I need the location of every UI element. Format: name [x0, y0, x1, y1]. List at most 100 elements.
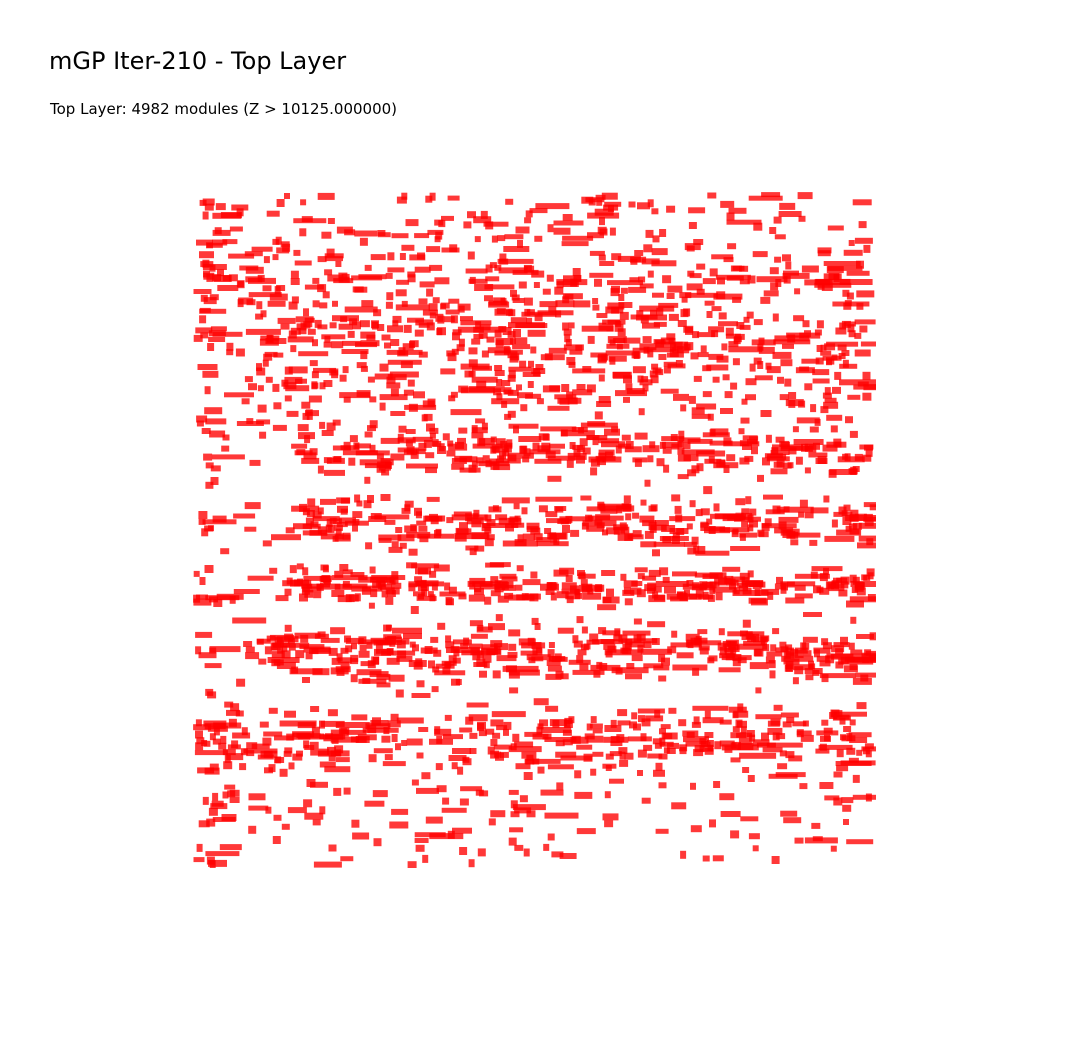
module-rect — [602, 529, 608, 536]
module-rect — [195, 631, 213, 638]
module-rect — [459, 798, 469, 806]
module-rect — [603, 736, 629, 743]
module-rect — [333, 787, 342, 796]
module-rect — [623, 495, 631, 504]
module-rect — [330, 736, 367, 743]
module-rect — [582, 447, 591, 455]
module-rect — [481, 350, 489, 358]
module-rect — [437, 622, 446, 630]
module-rect — [547, 533, 567, 540]
module-rect — [241, 398, 250, 405]
module-rect — [703, 486, 713, 495]
module-rect — [643, 244, 653, 253]
module-rect — [799, 783, 808, 790]
module-rect — [452, 827, 472, 834]
module-rect — [391, 582, 402, 589]
module-rect — [469, 748, 477, 754]
module-rect — [442, 433, 450, 441]
module-rect — [683, 454, 699, 462]
module-rect — [841, 797, 854, 804]
module-rect — [255, 313, 264, 320]
module-rect — [488, 623, 505, 631]
module-rect — [347, 330, 355, 338]
module-rect — [517, 534, 524, 543]
module-rect — [658, 675, 667, 682]
module-rect — [840, 576, 850, 585]
module-rect — [670, 434, 678, 441]
module-rect — [506, 439, 513, 448]
module-rect — [849, 430, 858, 438]
module-rect — [714, 513, 736, 520]
module-rect — [772, 505, 781, 514]
module-rect — [443, 316, 455, 323]
module-rect — [459, 522, 468, 529]
module-rect — [481, 644, 498, 651]
module-rect — [410, 606, 419, 614]
module-rect — [508, 370, 516, 379]
module-rect — [197, 767, 215, 774]
module-rect — [802, 636, 818, 643]
module-rect — [351, 643, 357, 650]
module-rect — [381, 334, 391, 341]
module-rect — [763, 290, 779, 297]
module-rect — [503, 728, 509, 736]
module-rect — [272, 424, 287, 431]
module-rect — [833, 577, 842, 584]
module-rect — [586, 384, 596, 393]
module-rect — [384, 754, 393, 761]
module-rect — [607, 280, 643, 286]
module-rect — [510, 743, 517, 751]
module-rect — [448, 298, 460, 304]
module-rect — [440, 368, 456, 375]
module-rect — [251, 743, 270, 749]
module-rect — [384, 519, 396, 525]
module-rect — [823, 261, 861, 266]
module-rect — [599, 228, 608, 236]
module-rect — [499, 258, 509, 265]
module-rect — [507, 410, 516, 418]
module-rect — [667, 285, 683, 293]
module-rect — [309, 360, 318, 367]
module-rect — [426, 288, 434, 297]
module-rect — [770, 450, 790, 455]
module-rect — [233, 589, 260, 594]
module-rect — [516, 384, 522, 391]
module-rect — [639, 379, 653, 386]
module-rect — [615, 667, 623, 675]
module-rect — [857, 542, 876, 549]
module-rect — [700, 741, 708, 747]
module-rect — [384, 342, 391, 349]
module-rect — [605, 350, 634, 356]
module-rect — [596, 199, 603, 206]
module-rect — [545, 673, 562, 680]
module-rect — [332, 315, 359, 322]
module-rect — [513, 329, 521, 337]
module-rect — [472, 652, 481, 661]
module-rect — [587, 232, 604, 239]
module-rect — [288, 366, 308, 374]
module-rect — [584, 733, 595, 740]
module-rect — [376, 453, 384, 460]
module-rect — [565, 592, 581, 600]
module-rect — [685, 741, 711, 747]
module-rect — [816, 345, 823, 352]
module-rect — [256, 638, 264, 645]
module-rect — [734, 516, 761, 522]
module-rect — [465, 545, 479, 551]
module-rect — [740, 816, 759, 822]
module-rect — [722, 374, 730, 381]
module-rect — [312, 511, 322, 519]
module-rect — [574, 770, 582, 779]
module-rect — [826, 653, 854, 659]
module-rect — [400, 361, 413, 369]
module-rect — [291, 666, 299, 674]
module-rect — [433, 564, 450, 572]
module-rect — [387, 267, 405, 273]
module-rect — [590, 716, 597, 724]
module-rect — [319, 302, 328, 309]
module-rect — [412, 436, 433, 442]
module-rect — [661, 525, 676, 532]
module-rect — [719, 647, 727, 656]
module-rect — [821, 638, 829, 646]
module-rect — [849, 719, 856, 726]
